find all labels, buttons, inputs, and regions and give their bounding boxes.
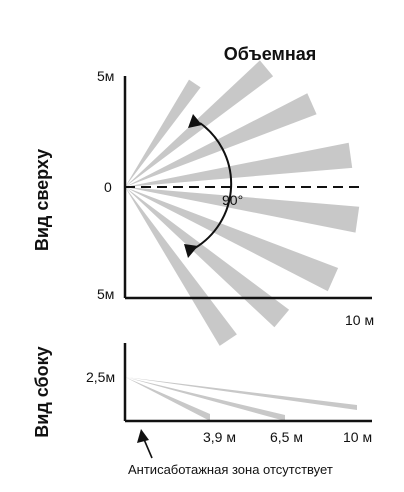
- detection-beam: [125, 187, 290, 328]
- detection-beam: [125, 79, 201, 187]
- side-view-beams: [125, 377, 357, 421]
- anti-tamper-note: Антисаботажная зона отсутствует: [128, 462, 333, 477]
- detection-beam: [125, 187, 237, 346]
- top-view-y-mid-label: 0: [104, 179, 112, 195]
- detection-beam: [125, 187, 360, 233]
- angle-arc: [194, 122, 233, 249]
- side-detection-beam: [125, 377, 357, 410]
- side-view-tick-label: 10 м: [343, 429, 372, 445]
- top-view-x-label: 10 м: [345, 312, 374, 328]
- side-view-tick-label: 3,9 м: [203, 429, 236, 445]
- top-view-y-bottom-label: 5м: [97, 286, 114, 302]
- detection-beam: [125, 187, 339, 292]
- side-view-side-label: Вид сбоку: [32, 346, 52, 437]
- side-detection-beam: [125, 377, 285, 421]
- top-view-side-label: Вид сверху: [32, 149, 52, 251]
- top-view-y-top-label: 5м: [97, 68, 114, 84]
- angle-arrow-bottom-icon: [184, 244, 198, 258]
- pointer-arrow-icon: [137, 429, 149, 443]
- side-view-tick-label: 6,5 м: [270, 429, 303, 445]
- angle-arrow-top-icon: [188, 114, 202, 128]
- detection-beam: [125, 93, 317, 187]
- side-detection-beam: [125, 377, 210, 421]
- angle-label: 90°: [222, 192, 243, 208]
- side-view-height-label: 2,5м: [86, 369, 115, 385]
- diagram-title: Объемная: [224, 44, 316, 64]
- detection-beam: [125, 142, 353, 187]
